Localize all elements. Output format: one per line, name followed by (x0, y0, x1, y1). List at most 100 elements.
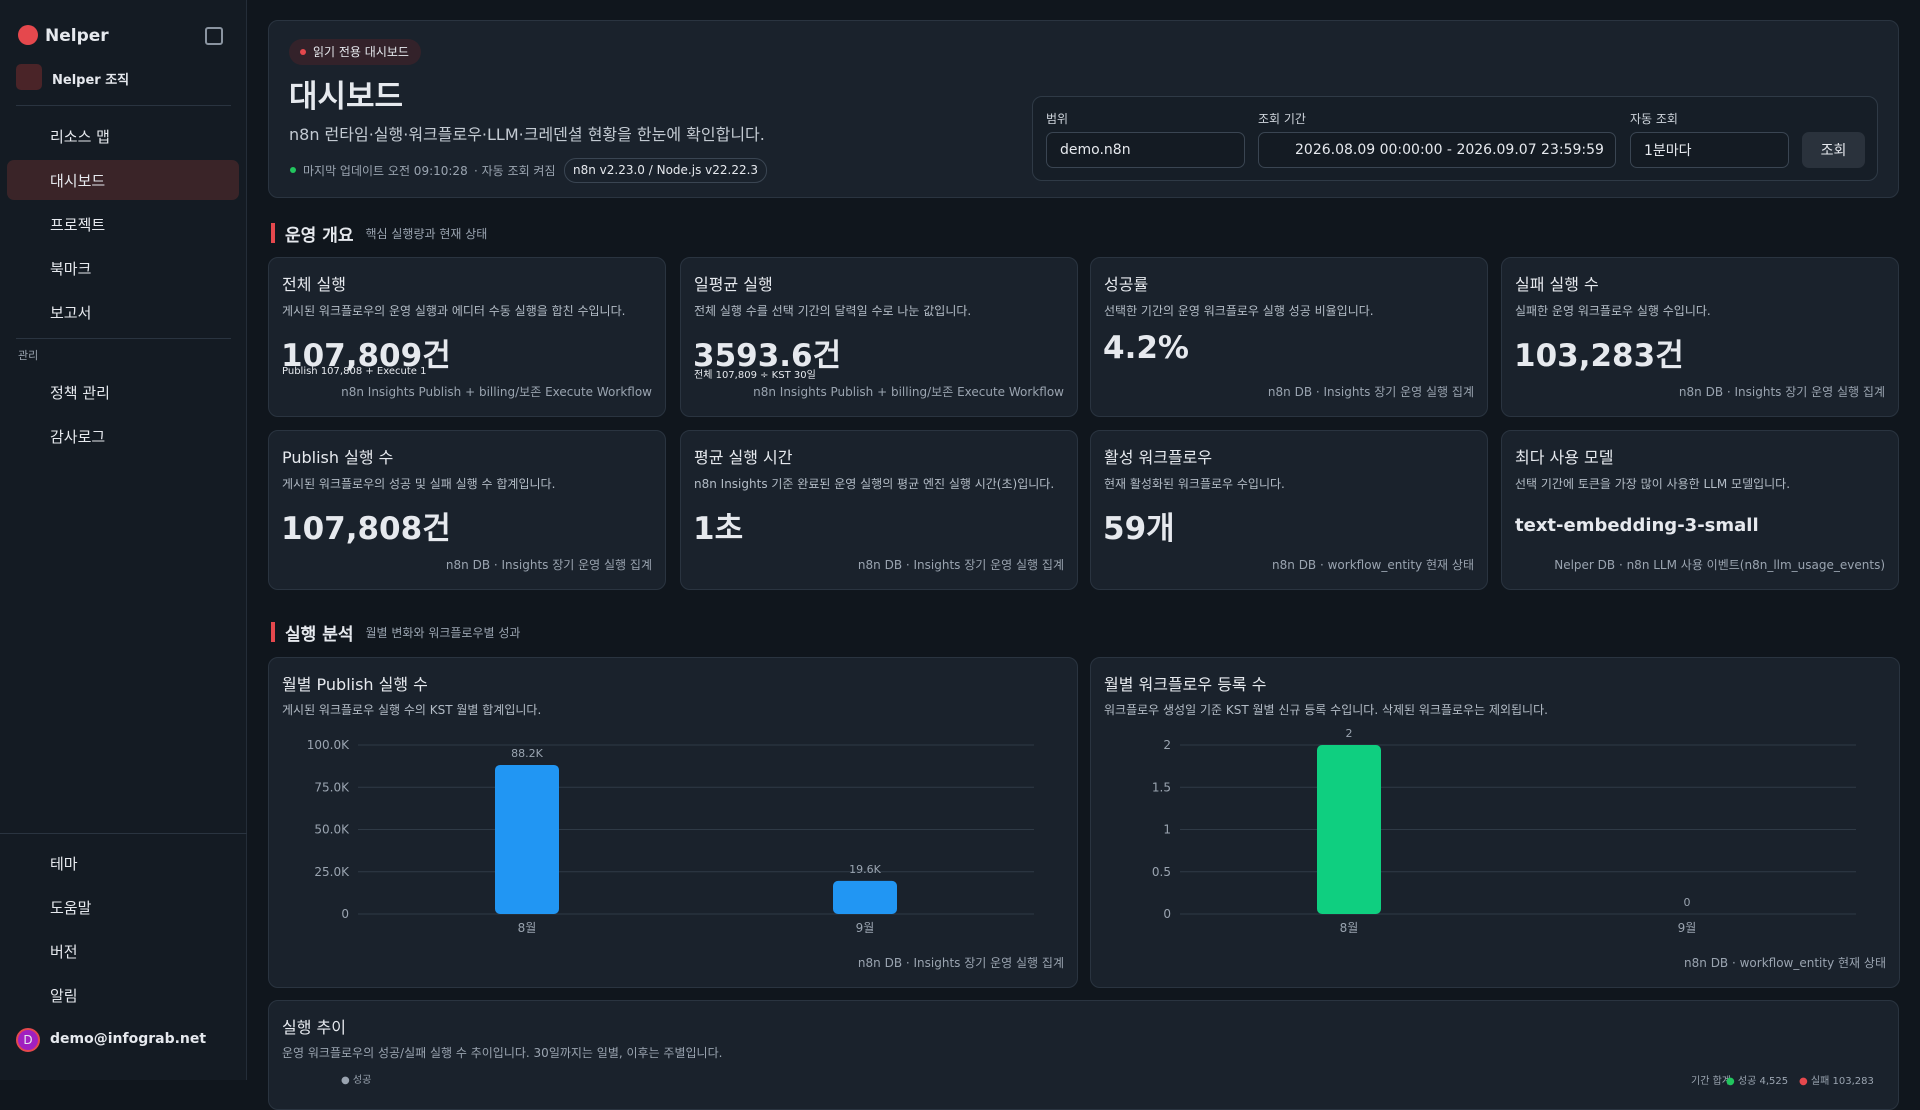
filter-label: 자동 조회 (1630, 112, 1678, 126)
chart-source: n8n DB · Insights 장기 운영 실행 집계 (857, 956, 1064, 970)
filter-label: 조회 기간 (1258, 112, 1306, 126)
x-tick-label: 8월 (518, 921, 537, 935)
bar (495, 764, 559, 914)
kpi-title: 성공률 (1104, 275, 1149, 294)
kpi-source: n8n Insights Publish + billing/보존 Execut… (341, 385, 652, 399)
filter-label: 범위 (1046, 112, 1069, 126)
x-tick-label: 9월 (1678, 921, 1697, 935)
kpi-source: n8n DB · Insights 장기 운영 실행 집계 (1678, 385, 1885, 399)
chart: 0 25.0K 50.0K 75.0K 100.0K 88.2K 8월 19.6K 9월 (307, 738, 1034, 935)
collapse-button[interactable] (205, 27, 223, 45)
nav-item[interactable]: 테마 (50, 854, 78, 873)
chart-source: n8n DB · workflow_entity 현재 상태 (1684, 956, 1886, 970)
nav-item[interactable]: 리소스 맵 (50, 127, 110, 146)
legend-item: ● 성공 (341, 1075, 372, 1086)
chart-subtitle: 게시된 워크플로우 실행 수의 KST 월별 합계입니다. (282, 703, 542, 717)
auto-status: · 자동 조회 켜짐 (474, 164, 556, 178)
brand: Nelper (45, 26, 109, 46)
card-title: 실행 추이 (282, 1018, 346, 1037)
section-label: 관리 (18, 349, 39, 362)
total-text: 성공 4,525 (1737, 1076, 1789, 1087)
y-tick-label: 75.0K (314, 780, 350, 794)
kpi-desc: n8n Insights 기준 완료된 운영 실행의 평균 엔진 실행 시간(초… (694, 477, 1055, 491)
kpi-card: Publish 실행 수 게시된 워크플로우의 성공 및 실패 실행 수 합계입니… (268, 430, 666, 590)
nav-item[interactable]: 프로젝트 (50, 215, 106, 234)
kpi-value: 107,808건 (281, 511, 451, 547)
kpi-title: 활성 워크플로우 (1104, 448, 1213, 467)
sidebar: Nelper Nelper 조직 관리 D demo@infograb.net … (0, 0, 247, 1080)
y-tick-label: 50.0K (314, 823, 350, 837)
kpi-desc: 실패한 운영 워크플로우 실행 수입니다. (1515, 304, 1711, 318)
y-tick-label: 25.0K (314, 865, 350, 879)
page-title: 대시보드 (289, 79, 404, 115)
kpi-title: 전체 실행 (282, 275, 346, 294)
kpi-desc: 전체 실행 수를 선택 기간의 달력일 수로 나눈 값입니다. (694, 304, 972, 318)
query-button[interactable]: 조회 (1802, 132, 1865, 168)
avatar: D (16, 1028, 40, 1052)
kpi-source: Nelper DB · n8n LLM 사용 이벤트(n8n_llm_usage… (1554, 558, 1885, 572)
chart-subtitle: 워크플로우 생성일 기준 KST 월별 신규 등록 수입니다. 삭제된 워크플로… (1104, 703, 1548, 717)
bar (1317, 745, 1381, 914)
nav-item[interactable]: 정책 관리 (50, 383, 110, 402)
y-tick-label: 0 (341, 907, 349, 921)
nav-item[interactable]: 보고서 (50, 303, 92, 322)
logo (18, 25, 38, 45)
y-tick-label: 0 (1163, 907, 1171, 921)
kpi-source: n8n DB · Insights 장기 운영 실행 집계 (857, 558, 1064, 572)
user-email[interactable]: demo@infograb.net (50, 1031, 207, 1047)
auto-select[interactable]: 1분마다 (1630, 132, 1789, 168)
data-label: 88.2K (511, 747, 543, 760)
section-header: 실행 분석 월별 변화와 워크플로우별 성과 (271, 622, 521, 645)
y-tick-label: 2 (1163, 738, 1171, 752)
section-title: 운영 개요 (285, 225, 354, 246)
kpi-desc: 선택 기간에 토큰을 가장 많이 사용한 LLM 모델입니다. (1515, 477, 1791, 491)
kpi-sub: Publish 107,808 + Execute 1 (282, 366, 427, 377)
nav-item[interactable]: 알림 (50, 986, 78, 1005)
nav-item[interactable]: 북마크 (50, 259, 92, 278)
nav-item[interactable]: 버전 (50, 942, 78, 961)
readonly-badge: 읽기 전용 대시보드 (289, 39, 421, 65)
kpi-source: n8n DB · Insights 장기 운영 실행 집계 (1267, 385, 1474, 399)
kpi-card: 일평균 실행 전체 실행 수를 선택 기간의 달력일 수로 나눈 값입니다. 359… (680, 257, 1078, 417)
kpi-title: 평균 실행 시간 (694, 448, 793, 467)
kpi-value: 4.2% (1103, 330, 1189, 366)
kpi-desc: 현재 활성화된 워크플로우 수입니다. (1104, 477, 1285, 491)
kpi-sub: 전체 107,809 ÷ KST 30일 (694, 370, 816, 381)
card-desc: 운영 워크플로우의 성공/실패 실행 수 추이입니다. 30일까지는 일별, 이… (282, 1046, 723, 1060)
kpi-source: n8n DB · workflow_entity 현재 상태 (1272, 558, 1474, 572)
period-select[interactable]: 2026.08.09 00:00:00 - 2026.09.07 23:59:5… (1258, 132, 1616, 168)
kpi-card: 실패 실행 수 실패한 운영 워크플로우 실행 수입니다. 103,283건 n8n … (1501, 257, 1899, 417)
total-text: 실패 103,283 (1810, 1076, 1874, 1087)
data-label: 0 (1684, 896, 1691, 909)
kpi-value: text-embedding-3-small (1515, 515, 1759, 536)
section-subtitle: 핵심 실행량과 현재 상태 (365, 226, 488, 241)
nav-item[interactable]: 도움말 (50, 898, 92, 917)
kpi-title: 최다 사용 모델 (1515, 448, 1614, 467)
chart-title: 월별 Publish 실행 수 (282, 675, 428, 694)
kpi-card: 성공률 선택한 기간의 운영 워크플로우 실행 성공 비율입니다. 4.2% n8n … (1090, 257, 1488, 417)
legend-text: 성공 (352, 1075, 372, 1086)
version-pill: n8n v2.23.0 / Node.js v22.22.3 (564, 158, 768, 183)
chart-title: 월별 워크플로우 등록 수 (1104, 675, 1267, 694)
nav-item[interactable]: 감사로그 (50, 427, 106, 446)
section-subtitle: 월별 변화와 워크플로우별 성과 (365, 625, 521, 640)
kpi-value: 59개 (1103, 511, 1175, 547)
y-tick-label: 1.5 (1152, 780, 1171, 794)
kpi-value: 103,283건 (1514, 338, 1684, 374)
range-select[interactable]: demo.n8n (1046, 132, 1245, 168)
org-name[interactable]: Nelper 조직 (52, 73, 130, 88)
section-header: 운영 개요 핵심 실행량과 현재 상태 (271, 223, 488, 246)
chart: 0 0.5 1 1.5 2 2 8월 0 9월 (1152, 727, 1856, 935)
trend-card: 실행 추이 운영 워크플로우의 성공/실패 실행 수 추이입니다. 30일까지는… (268, 1000, 1899, 1110)
kpi-source: n8n DB · Insights 장기 운영 실행 집계 (445, 558, 652, 572)
page-description: n8n 런타임·실행·워크플로우·LLM·크레덴셜 현황을 한눈에 확인합니다. (289, 125, 765, 144)
y-tick-label: 100.0K (307, 738, 350, 752)
nav-item[interactable]: 대시보드 (7, 160, 239, 200)
y-tick-label: 1 (1163, 823, 1171, 837)
kpi-desc: 게시된 워크플로우의 운영 실행과 에디터 수동 실행을 합친 수입니다. (282, 304, 626, 318)
